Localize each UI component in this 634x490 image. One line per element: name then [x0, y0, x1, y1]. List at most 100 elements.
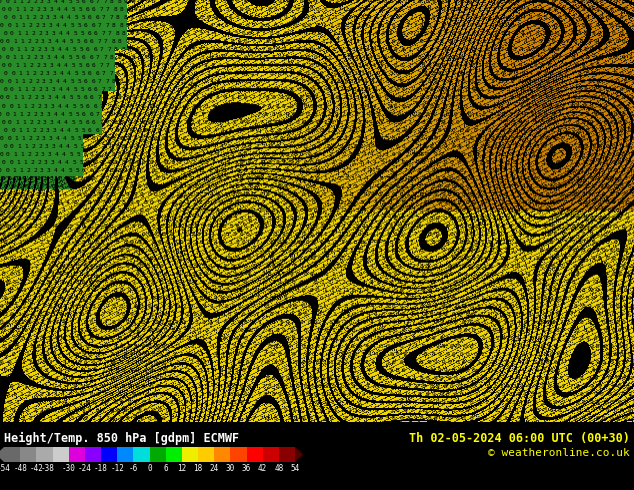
Text: 4: 4: [221, 351, 225, 357]
Text: 1: 1: [14, 136, 18, 141]
Text: 1: 1: [478, 160, 482, 165]
Text: 1: 1: [19, 55, 23, 60]
Text: 1: 1: [171, 144, 175, 148]
Text: 0: 0: [155, 231, 159, 237]
Text: 0: 0: [603, 231, 607, 237]
Text: 1: 1: [628, 0, 632, 4]
Text: 8: 8: [422, 216, 426, 220]
Text: 1: 1: [325, 368, 329, 372]
Text: 8: 8: [572, 336, 576, 341]
Text: 3: 3: [202, 207, 206, 213]
Text: 8: 8: [423, 312, 427, 317]
Text: 0: 0: [319, 240, 323, 245]
Text: 1: 1: [332, 144, 336, 148]
Text: 7: 7: [569, 327, 573, 333]
Bar: [101, 447, 117, 462]
Text: 5: 5: [389, 127, 393, 132]
Text: 2: 2: [190, 7, 194, 13]
Text: 1: 1: [476, 136, 480, 141]
Text: 8: 8: [426, 40, 430, 45]
Text: 1: 1: [474, 112, 478, 117]
Text: 6: 6: [399, 136, 403, 141]
Text: 4: 4: [375, 240, 379, 245]
Text: -6: -6: [129, 464, 138, 473]
Text: 6: 6: [95, 16, 99, 21]
Text: 6: 6: [556, 255, 560, 261]
Text: 3: 3: [49, 192, 53, 196]
Text: 2: 2: [344, 399, 348, 405]
Text: 3: 3: [508, 16, 512, 21]
Text: 5: 5: [80, 88, 84, 93]
Text: 0: 0: [612, 255, 616, 261]
Text: 5: 5: [78, 399, 82, 405]
Text: 0: 0: [140, 360, 144, 365]
Text: 9: 9: [598, 31, 602, 36]
Text: 7: 7: [96, 168, 100, 172]
Text: 5: 5: [383, 392, 387, 396]
Text: 5: 5: [535, 88, 539, 93]
Text: 0: 0: [461, 375, 465, 381]
Text: 0: 0: [157, 199, 161, 204]
Text: 7: 7: [404, 55, 408, 60]
Text: 4: 4: [370, 151, 374, 156]
Text: 7: 7: [417, 351, 421, 357]
Text: 6: 6: [554, 343, 558, 348]
Text: 1: 1: [329, 136, 333, 141]
Text: 6: 6: [551, 336, 555, 341]
Text: 8: 8: [430, 312, 434, 317]
Text: 8: 8: [268, 216, 272, 220]
Text: 0: 0: [145, 279, 149, 285]
Text: 4: 4: [221, 72, 225, 76]
Text: 7: 7: [414, 288, 418, 293]
Text: 9: 9: [445, 183, 449, 189]
Text: 0: 0: [464, 327, 468, 333]
Text: 0: 0: [143, 144, 147, 148]
Text: 0: 0: [618, 271, 622, 276]
Text: 4: 4: [364, 24, 368, 28]
Text: 4: 4: [365, 64, 369, 69]
Text: 6: 6: [396, 295, 400, 300]
Text: 0: 0: [140, 247, 144, 252]
Text: 0: 0: [606, 16, 610, 21]
Text: 6: 6: [86, 384, 90, 389]
Text: 2: 2: [339, 255, 343, 261]
Text: 7: 7: [565, 168, 569, 172]
Text: 3: 3: [43, 175, 47, 180]
Text: 5: 5: [538, 319, 542, 324]
Text: 0: 0: [314, 207, 318, 213]
Text: 9: 9: [279, 40, 283, 45]
Text: 5: 5: [533, 288, 537, 293]
Text: 8: 8: [113, 343, 117, 348]
Text: 5: 5: [75, 392, 79, 396]
Text: 1: 1: [329, 79, 333, 84]
Text: 3: 3: [197, 64, 201, 69]
Text: 3: 3: [52, 312, 56, 317]
Text: 2: 2: [337, 175, 341, 180]
Text: 6: 6: [89, 168, 93, 172]
Text: 2: 2: [338, 103, 342, 108]
Text: 9: 9: [280, 303, 284, 309]
Text: 1: 1: [13, 207, 17, 213]
Text: 3: 3: [360, 255, 364, 261]
Text: 5: 5: [76, 319, 80, 324]
Text: 8: 8: [111, 151, 115, 156]
Text: 3: 3: [44, 160, 48, 165]
Text: 0: 0: [600, 55, 604, 60]
Text: 6: 6: [548, 327, 552, 333]
Text: 8: 8: [427, 24, 431, 28]
Text: 0: 0: [626, 31, 630, 36]
Text: 9: 9: [589, 399, 593, 405]
Text: 0: 0: [470, 399, 474, 405]
Text: 0: 0: [609, 360, 613, 365]
Text: 4: 4: [524, 264, 528, 269]
Text: 2: 2: [489, 375, 493, 381]
Text: 1: 1: [322, 136, 326, 141]
Text: 3: 3: [45, 312, 49, 317]
Text: 6: 6: [244, 319, 248, 324]
Text: 8: 8: [582, 231, 586, 237]
Text: 0: 0: [312, 240, 316, 245]
Text: 1: 1: [481, 279, 485, 285]
Text: 1: 1: [482, 40, 486, 45]
Text: 7: 7: [96, 0, 100, 4]
Text: 7: 7: [562, 103, 566, 108]
